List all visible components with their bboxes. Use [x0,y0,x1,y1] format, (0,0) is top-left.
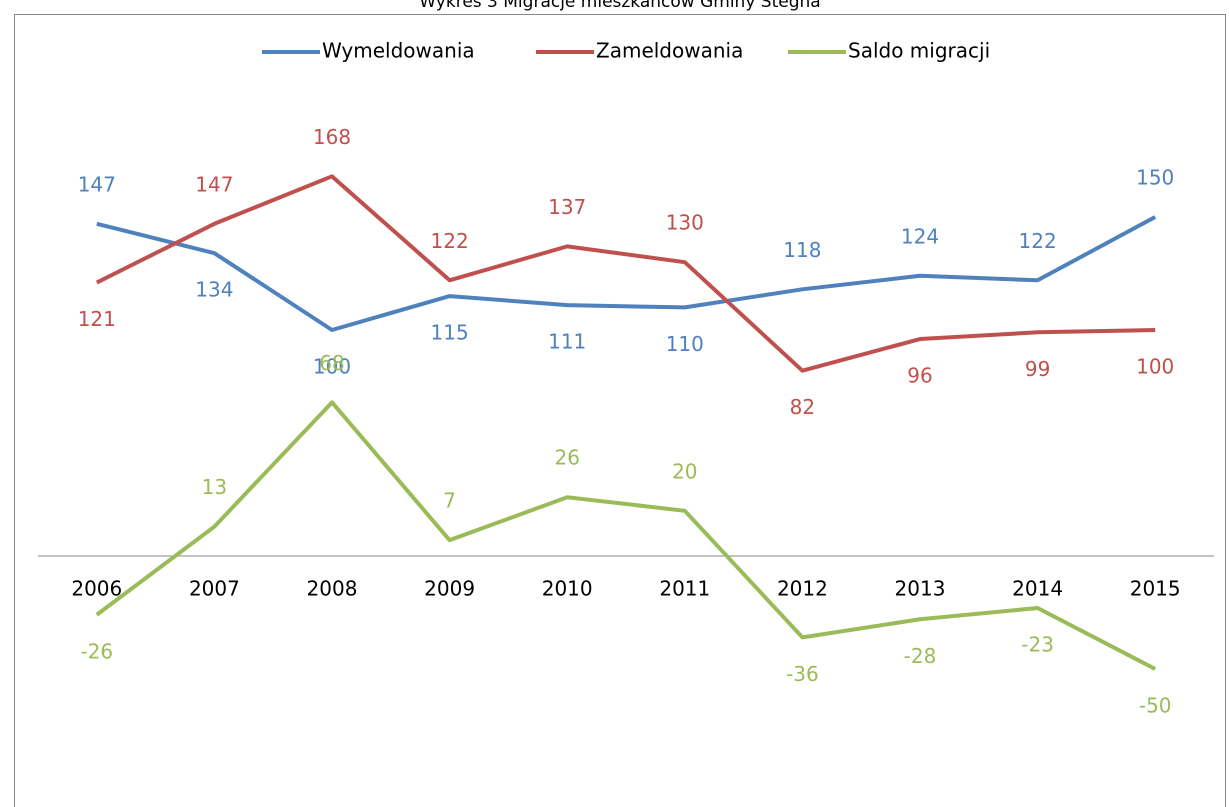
x-tick-label: 2010 [542,577,593,601]
data-label: 7 [443,489,456,513]
x-tick-label: 2011 [659,577,710,601]
legend-label: Zameldowania [596,39,743,63]
data-label: 13 [202,475,227,499]
data-label: 68 [319,351,344,375]
data-label: 96 [907,364,932,388]
x-tick-label: 2012 [777,577,828,601]
data-label: 118 [783,238,821,262]
x-tick-label: 2013 [895,577,946,601]
data-label: 137 [548,195,586,219]
title-backdrop [330,0,910,13]
data-label: -23 [1021,632,1054,656]
data-label: 134 [195,278,233,302]
data-label: 26 [554,446,579,470]
data-label: 82 [790,395,815,419]
series-line [95,400,1157,671]
x-tick-label: 2006 [71,577,122,601]
data-label: 110 [666,332,704,356]
data-label: 99 [1025,357,1050,381]
data-label: 147 [78,172,116,196]
x-tick-label: 2015 [1130,577,1181,601]
x-tick-label: 2009 [424,577,475,601]
x-tick-label: 2007 [189,577,240,601]
chart-frame [14,14,1226,807]
data-label: -50 [1139,694,1172,718]
data-label: 130 [666,211,704,235]
data-label: 122 [431,229,469,253]
chart-title: Wykres 3 Migracje mieszkańców Gminy Steg… [419,0,820,12]
data-label: 115 [431,321,469,345]
data-label: 100 [313,355,351,379]
data-label: 147 [195,172,233,196]
data-label: 111 [548,330,586,354]
data-label: -26 [80,639,113,663]
data-label: -36 [786,662,819,686]
data-label: 150 [1136,166,1174,190]
series-line [95,174,1156,373]
data-label: -28 [904,644,937,668]
data-label: 100 [1136,355,1174,379]
legend-label: Wymeldowania [322,39,475,63]
data-label: 122 [1019,229,1057,253]
data-label: 168 [313,125,351,149]
x-tick-label: 2008 [307,577,358,601]
data-label: 124 [901,224,939,248]
data-label: 20 [672,459,697,483]
data-label: 121 [78,307,116,331]
legend-label: Saldo migracji [848,39,990,63]
series-line [96,215,1157,332]
x-tick-label: 2014 [1012,577,1063,601]
